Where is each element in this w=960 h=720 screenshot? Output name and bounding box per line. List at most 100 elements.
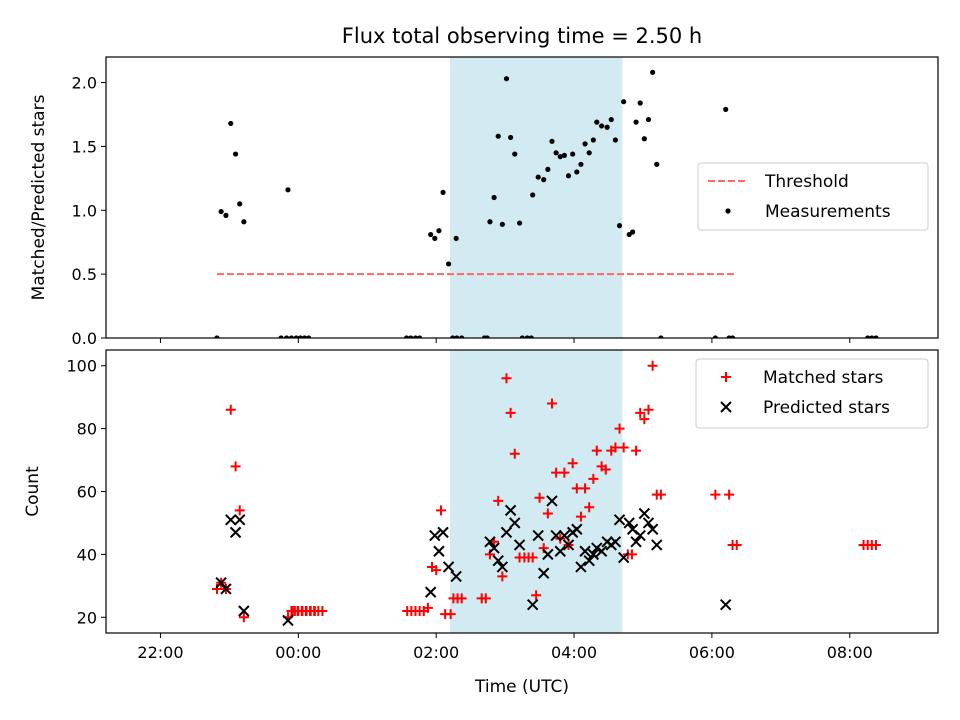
matched-star-point [480,593,491,604]
predicted-star-point [558,529,571,542]
predicted-star-point [571,523,583,535]
predicted-star-point [282,614,294,627]
y-axis-label: Matched/Predicted stars [29,94,49,300]
measurement-point [723,106,729,112]
measurement-point [650,69,656,75]
matched-star-point [422,602,433,613]
x-tick-label: 08:00 [827,643,873,662]
x-axis-label: Time (UTC) [474,677,569,697]
plot-area [211,360,881,627]
series-measurements [214,69,879,338]
measurement-point [301,335,308,338]
y-tick-label: 2.0 [72,74,97,93]
measurement-point [873,335,879,338]
measurement-point [218,208,224,215]
measurement-point [495,133,501,139]
measurement-point [487,219,493,225]
predicted-star-point [496,561,509,573]
predicted-star-point [646,523,659,535]
matched-star-point [724,489,735,500]
predicted-star-point [651,539,663,551]
y-axis-label: Count [23,466,43,517]
matched-star-point [639,414,650,425]
matched-star-point [456,593,467,604]
measurement-point [214,335,220,338]
predicted-star-point [583,554,595,567]
predicted-star-point [500,526,513,539]
legend: Matched stars Predicted stars [695,358,929,429]
predicted-star-point [492,554,504,567]
y-tick-label: 80 [77,420,97,439]
measurement-point [712,335,718,338]
predicted-star-point [225,514,237,526]
figure-title: Flux total observing time = 2.50 h [342,24,702,48]
measurement-point [284,335,290,338]
y-tick-label: 20 [77,608,97,627]
measurement-point [621,99,627,105]
predicted-star-point [613,514,626,526]
predicted-star-point [562,539,575,551]
measurement-point [508,134,514,141]
matched-star-point [493,495,504,506]
legend-measurement-symbol [725,208,731,214]
measurement-point [541,177,547,183]
predicted-star-point [450,570,462,583]
predicted-star-point [634,529,646,542]
predicted-star-point [215,576,227,589]
measurement-point [403,335,410,338]
predicted-star-point [630,536,642,548]
predicted-star-point [579,545,591,557]
matched-star-point [584,502,595,513]
series-matched-stars [211,360,881,623]
measurement-point [633,119,639,125]
predicted-star-point [433,545,445,557]
measurement-point [594,119,600,125]
measurement-point [599,123,605,129]
matched-star-point [546,398,557,409]
matched-star-point [643,404,654,415]
measurement-point [519,335,525,338]
predicted-star-point [220,583,232,595]
measurement-point [586,150,592,156]
matched-star-point [509,448,520,459]
measurement-point [408,335,414,338]
legend-label: Matched stars [763,368,883,388]
matched-star-point [655,489,666,500]
measurement-point [869,335,875,338]
predicted-star-point [575,561,587,573]
predicted-star-point [587,548,600,561]
y-tick-label: 100 [66,357,97,376]
measurement-point [288,335,295,338]
y-tick-label: 0.5 [72,265,97,284]
predicted-star-point [719,598,732,611]
observing-window-span [449,350,623,633]
predicted-star-point [513,539,526,551]
bottom-panel: 20 40 60 80 100 22:00 00:00 02:00 04:00 06:00 08:0… [23,349,939,662]
y-tick-label: 1.5 [72,137,97,156]
measurement-point [729,335,736,338]
matched-star-point [445,609,456,620]
measurement-point [578,161,584,167]
measurement-point [612,137,619,143]
x-tick-label: 06:00 [689,643,735,662]
predicted-star-point [509,517,521,529]
measurement-point [637,100,643,106]
measurement-point [440,189,446,195]
measurement-point [491,194,497,201]
predicted-star-point [488,542,500,554]
predicted-star-point [642,517,655,529]
predicted-star-point [623,517,635,529]
measurement-point [459,335,465,338]
predicted-star-point [638,507,651,520]
matched-star-point [501,373,512,384]
measurement-point [641,136,647,142]
measurement-point [557,154,563,160]
predicted-star-point [532,529,544,542]
measurement-point [241,219,247,225]
predicted-star-point [424,586,437,598]
measurement-point [223,212,229,218]
measurement-point [454,335,460,338]
measurement-point [228,120,234,127]
matched-star-point [870,539,881,550]
